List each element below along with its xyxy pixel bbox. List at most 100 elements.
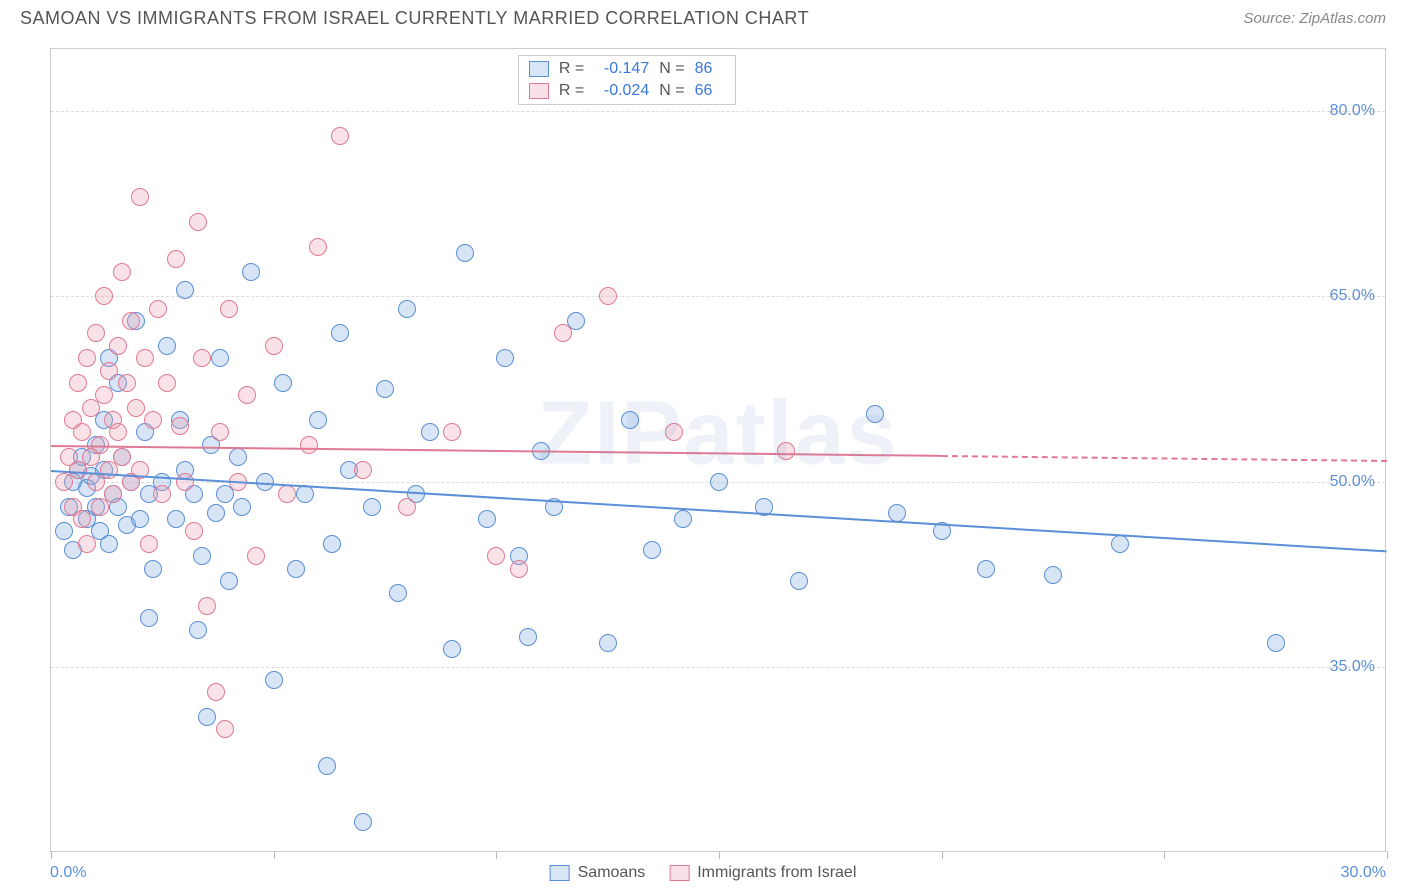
data-point — [109, 423, 127, 441]
plot-area: 35.0%50.0%65.0%80.0% — [51, 49, 1385, 851]
gridline — [51, 667, 1385, 668]
source-label: Source: ZipAtlas.com — [1243, 10, 1386, 27]
data-point — [216, 720, 234, 738]
data-point — [300, 436, 318, 454]
r-label: R = — [559, 82, 584, 100]
data-point — [398, 300, 416, 318]
data-point — [127, 399, 145, 417]
bottom-legend: SamoansImmigrants from Israel — [550, 864, 857, 882]
data-point — [323, 535, 341, 553]
data-point — [185, 522, 203, 540]
data-point — [247, 547, 265, 565]
y-tick-label: 65.0% — [1330, 287, 1375, 305]
y-tick-label: 50.0% — [1330, 473, 1375, 491]
data-point — [599, 634, 617, 652]
data-point — [211, 423, 229, 441]
data-point — [189, 621, 207, 639]
data-point — [144, 411, 162, 429]
data-point — [220, 300, 238, 318]
data-point — [118, 374, 136, 392]
data-point — [674, 510, 692, 528]
data-point — [309, 238, 327, 256]
data-point — [87, 324, 105, 342]
data-point — [331, 324, 349, 342]
data-point — [113, 263, 131, 281]
n-label: N = — [659, 82, 684, 100]
data-point — [189, 213, 207, 231]
data-point — [496, 349, 514, 367]
data-point — [777, 442, 795, 460]
n-label: N = — [659, 60, 684, 78]
data-point — [122, 312, 140, 330]
data-point — [153, 485, 171, 503]
data-point — [69, 374, 87, 392]
data-point — [229, 448, 247, 466]
data-point — [55, 522, 73, 540]
gridline — [51, 111, 1385, 112]
r-label: R = — [559, 60, 584, 78]
data-point — [78, 535, 96, 553]
data-point — [233, 498, 251, 516]
x-axis-end-label: 30.0% — [1341, 864, 1386, 882]
data-point — [95, 287, 113, 305]
data-point — [354, 813, 372, 831]
data-point — [478, 510, 496, 528]
legend-item: Immigrants from Israel — [669, 864, 856, 882]
data-point — [866, 405, 884, 423]
legend-swatch — [550, 865, 570, 881]
n-value: 66 — [695, 82, 725, 100]
data-point — [265, 337, 283, 355]
data-point — [207, 683, 225, 701]
data-point — [888, 504, 906, 522]
series-swatch — [529, 61, 549, 77]
data-point — [1267, 634, 1285, 652]
data-point — [73, 423, 91, 441]
data-point — [104, 485, 122, 503]
x-tick — [719, 851, 720, 859]
x-axis-start-label: 0.0% — [50, 864, 86, 882]
data-point — [242, 263, 260, 281]
stats-row: R =-0.024N =66 — [529, 80, 725, 102]
data-point — [278, 485, 296, 503]
data-point — [599, 287, 617, 305]
data-point — [296, 485, 314, 503]
data-point — [238, 386, 256, 404]
x-tick — [1164, 851, 1165, 859]
data-point — [456, 244, 474, 262]
data-point — [1111, 535, 1129, 553]
n-value: 86 — [695, 60, 725, 78]
r-value: -0.147 — [594, 60, 649, 78]
data-point — [193, 547, 211, 565]
gridline — [51, 296, 1385, 297]
data-point — [710, 473, 728, 491]
data-point — [376, 380, 394, 398]
data-point — [363, 498, 381, 516]
trend-line — [51, 445, 942, 457]
data-point — [131, 188, 149, 206]
data-point — [287, 560, 305, 578]
data-point — [73, 510, 91, 528]
data-point — [554, 324, 572, 342]
data-point — [100, 535, 118, 553]
data-point — [149, 300, 167, 318]
data-point — [131, 510, 149, 528]
chart-title: SAMOAN VS IMMIGRANTS FROM ISRAEL CURRENT… — [20, 8, 809, 29]
data-point — [167, 250, 185, 268]
data-point — [158, 374, 176, 392]
data-point — [519, 628, 537, 646]
data-point — [198, 708, 216, 726]
data-point — [274, 374, 292, 392]
data-point — [207, 504, 225, 522]
data-point — [167, 510, 185, 528]
data-point — [140, 535, 158, 553]
y-tick-label: 80.0% — [1330, 102, 1375, 120]
data-point — [109, 337, 127, 355]
series-swatch — [529, 83, 549, 99]
data-point — [487, 547, 505, 565]
trend-line — [942, 455, 1387, 462]
data-point — [398, 498, 416, 516]
data-point — [331, 127, 349, 145]
data-point — [220, 572, 238, 590]
data-point — [421, 423, 439, 441]
data-point — [265, 671, 283, 689]
